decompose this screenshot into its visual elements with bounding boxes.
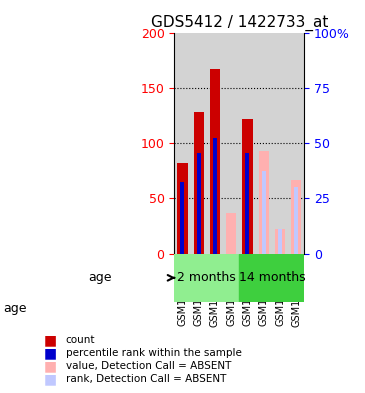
- Bar: [177, 163, 188, 253]
- Text: ■: ■: [44, 359, 57, 373]
- Text: age: age: [4, 302, 27, 315]
- Text: count: count: [66, 335, 95, 345]
- Bar: [262, 171, 266, 253]
- Bar: [294, 187, 298, 253]
- Bar: [275, 230, 285, 253]
- Text: 2 months: 2 months: [177, 271, 236, 284]
- Text: 14 months: 14 months: [239, 271, 305, 284]
- Bar: [180, 182, 184, 253]
- Bar: [213, 138, 217, 253]
- Bar: [278, 230, 282, 253]
- Bar: [246, 153, 249, 253]
- Bar: [226, 213, 236, 253]
- Bar: [191, 33, 207, 253]
- Bar: [242, 119, 253, 253]
- Text: age: age: [88, 271, 112, 284]
- Bar: [272, 253, 288, 302]
- Bar: [210, 69, 220, 253]
- Bar: [239, 253, 255, 302]
- Text: ■: ■: [44, 346, 57, 360]
- Bar: [197, 153, 201, 253]
- Bar: [255, 33, 272, 253]
- Text: ■: ■: [44, 372, 57, 386]
- Bar: [239, 33, 255, 253]
- Bar: [291, 180, 301, 253]
- Text: ■: ■: [44, 333, 57, 347]
- Bar: [207, 253, 223, 302]
- Text: value, Detection Call = ABSENT: value, Detection Call = ABSENT: [66, 361, 231, 371]
- Bar: [239, 253, 304, 302]
- Text: percentile rank within the sample: percentile rank within the sample: [66, 348, 242, 358]
- Bar: [207, 33, 223, 253]
- Bar: [174, 33, 191, 253]
- Bar: [191, 253, 207, 302]
- Bar: [255, 253, 272, 302]
- Bar: [272, 33, 288, 253]
- Bar: [223, 33, 239, 253]
- Bar: [259, 151, 269, 253]
- Bar: [288, 33, 304, 253]
- Bar: [223, 253, 239, 302]
- Bar: [174, 253, 239, 302]
- Bar: [174, 253, 191, 302]
- Bar: [193, 112, 204, 253]
- Title: GDS5412 / 1422733_at: GDS5412 / 1422733_at: [151, 15, 328, 31]
- Text: rank, Detection Call = ABSENT: rank, Detection Call = ABSENT: [66, 374, 226, 384]
- Bar: [288, 253, 304, 302]
